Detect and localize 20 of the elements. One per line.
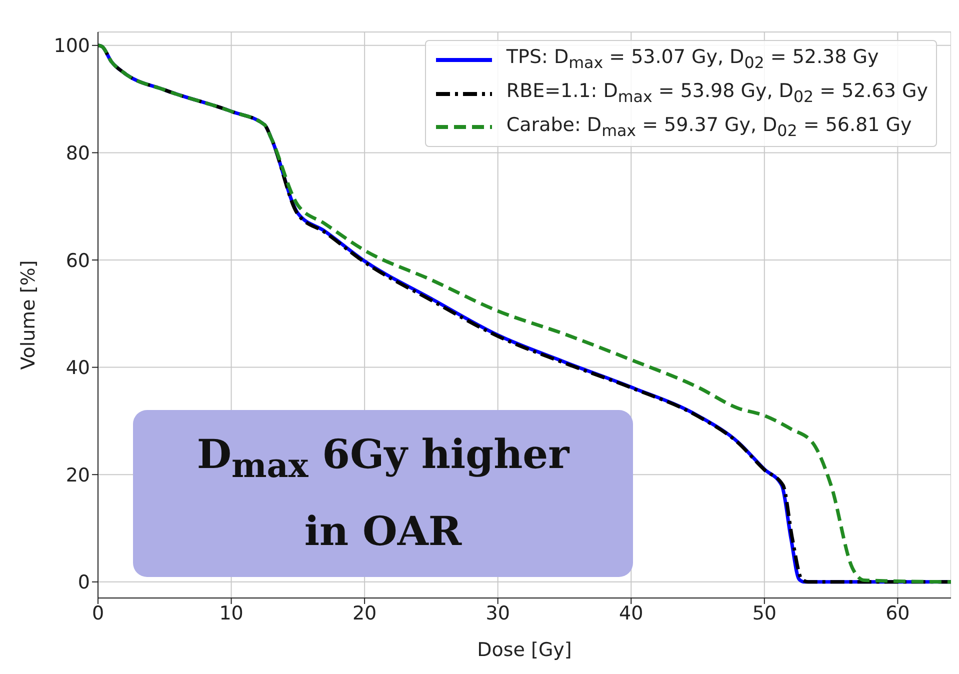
y-axis-title: Volume [%] xyxy=(18,260,40,370)
legend-label: Carabe: D$_{max}$ = 59.37 Gy, D$_{02}$ = 56.81 Gy xyxy=(506,112,912,142)
y-tick-label: 60 xyxy=(66,250,90,272)
y-tick-label: 0 xyxy=(78,572,90,594)
y-tick-label: 20 xyxy=(66,464,90,486)
x-tick-label: 20 xyxy=(352,602,377,624)
x-tick-label: 30 xyxy=(486,602,510,624)
x-tick-label: 40 xyxy=(619,602,644,624)
line-series xyxy=(98,44,951,584)
legend-label: RBE=1.1: D$_{max}$ = 53.98 Gy, D$_{02}$ = 52.63 Gy xyxy=(506,78,928,108)
note-box: D$_{max}$ 6Gy higher in OAR xyxy=(133,410,633,577)
x-tick-label: 50 xyxy=(752,602,776,624)
y-tick-label: 100 xyxy=(54,35,90,58)
x-axis-title: Dose [Gy] xyxy=(477,639,572,661)
x-tick-label: 10 xyxy=(219,602,244,624)
x-tick-label: 60 xyxy=(886,602,910,624)
x-tick-label: 0 xyxy=(92,602,104,624)
y-tick-label: 40 xyxy=(66,357,90,380)
y-tick-label: 80 xyxy=(66,142,90,164)
legend-label: TPS: D$_{max}$ = 53.07 Gy, D$_{02}$ = 52.38 Gy xyxy=(506,45,879,74)
